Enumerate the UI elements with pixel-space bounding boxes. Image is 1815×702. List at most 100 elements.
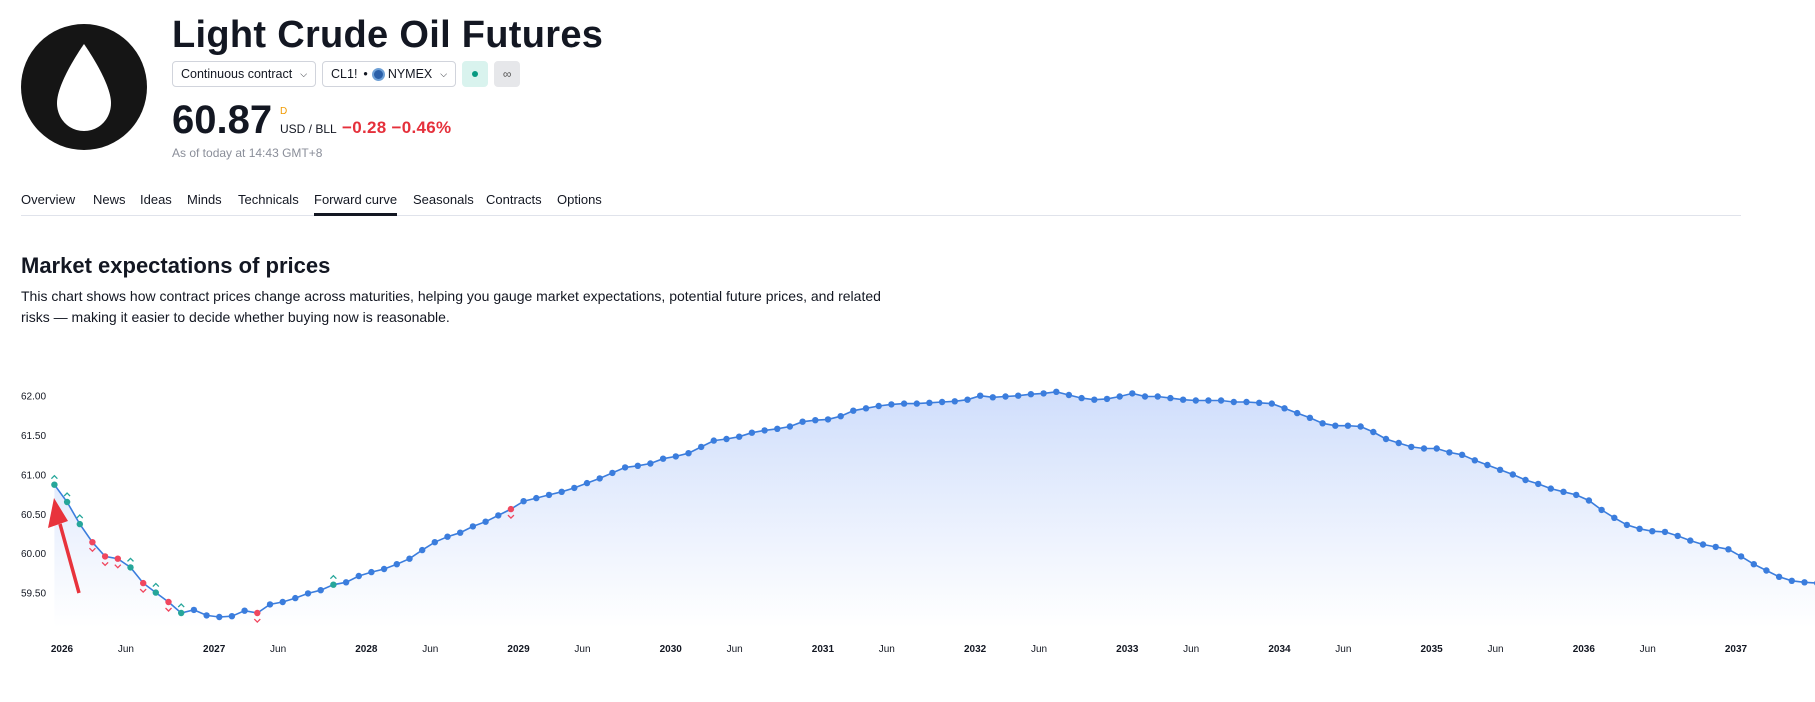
- link-button[interactable]: ∞: [494, 61, 521, 87]
- up-chevron-icon: [152, 582, 160, 588]
- tab-options[interactable]: Options: [557, 192, 602, 207]
- data-point: [1179, 396, 1187, 403]
- x-tick-label: 2029: [507, 644, 530, 655]
- data-point: [330, 581, 337, 588]
- data-point: [241, 607, 248, 614]
- data-point: [279, 598, 286, 606]
- data-point: [190, 606, 198, 614]
- data-point: [1015, 392, 1022, 399]
- data-point: [634, 462, 641, 469]
- data-point: [1788, 577, 1796, 584]
- data-point: [1230, 398, 1238, 406]
- data-point: [1661, 528, 1669, 536]
- oil-drop-logo: [21, 24, 147, 150]
- price-flag: D: [280, 106, 288, 117]
- data-point: [101, 553, 109, 560]
- data-point: [862, 405, 870, 412]
- price-unit: USD / BLL: [280, 122, 337, 136]
- data-point: [1205, 397, 1212, 404]
- as-of-timestamp: As of today at 14:43 GMT+8: [172, 146, 323, 160]
- x-tick-label: 2036: [1573, 644, 1596, 655]
- data-point: [140, 579, 147, 587]
- data-point: [1129, 390, 1136, 397]
- tab-seasonals[interactable]: Seasonals: [413, 192, 474, 207]
- x-tick-label: 2030: [660, 644, 683, 655]
- data-point: [1268, 400, 1276, 407]
- forward-curve-chart[interactable]: 62.00 61.50 61.00 60.50 60.00 59.50 2026 Jun 202…: [0, 360, 1815, 660]
- data-point: [1737, 553, 1745, 560]
- change-percent: −0.46%: [391, 118, 452, 137]
- data-point: [1382, 435, 1390, 443]
- data-point: [710, 437, 717, 444]
- data-point: [165, 598, 172, 606]
- data-point: [1103, 395, 1111, 403]
- data-point: [951, 398, 958, 405]
- chevron-down-icon: ⌵: [440, 68, 448, 79]
- contract-type-dropdown[interactable]: Continuous contract ⌵: [172, 61, 317, 87]
- y-tick-label: 59.50: [21, 589, 46, 600]
- data-point: [495, 512, 502, 519]
- x-tick-label: Jun: [574, 644, 590, 655]
- up-chevron-icon: [50, 474, 58, 480]
- data-point: [1306, 414, 1314, 421]
- change-value: −0.28: [342, 118, 387, 137]
- data-point: [266, 601, 274, 608]
- data-point: [1712, 543, 1719, 551]
- x-tick-label: 2026: [51, 644, 74, 655]
- symbol-chips: Continuous contract ⌵ CL1! • NYMEX ⌵ ∞: [172, 61, 521, 87]
- x-tick-label: Jun: [422, 644, 438, 655]
- data-point: [723, 435, 730, 443]
- data-point: [812, 417, 819, 424]
- data-point: [482, 518, 489, 525]
- data-point: [1217, 397, 1225, 404]
- tab-technicals[interactable]: Technicals: [238, 192, 299, 207]
- data-point: [342, 579, 350, 586]
- data-point: [786, 423, 794, 430]
- red-arrow-head-icon: [48, 498, 68, 528]
- up-chevron-icon: [329, 574, 337, 580]
- tab-minds[interactable]: Minds: [187, 192, 222, 207]
- green-dot-icon: [472, 71, 479, 77]
- tab-forward-curve[interactable]: Forward curve: [314, 192, 398, 216]
- down-chevron-icon: [114, 564, 122, 569]
- data-point: [520, 498, 527, 505]
- data-point: [380, 565, 388, 573]
- symbol-tabs: Overview News Ideas Minds Technicals For…: [21, 192, 1741, 216]
- data-point: [926, 399, 933, 406]
- price-change: −0.28 −0.46%: [342, 118, 451, 138]
- y-tick-label: 62.00: [21, 392, 46, 403]
- data-point: [1496, 466, 1504, 473]
- data-point: [1053, 388, 1060, 395]
- data-point: [1395, 439, 1402, 447]
- market-status-button[interactable]: [462, 61, 489, 87]
- data-point: [1522, 476, 1529, 484]
- tab-contracts[interactable]: Contracts: [486, 192, 542, 207]
- data-point: [1091, 396, 1098, 403]
- page-title: Light Crude Oil Futures: [172, 14, 604, 56]
- data-point: [736, 433, 743, 440]
- x-tick-label: Jun: [1031, 644, 1047, 655]
- tab-overview[interactable]: Overview: [21, 192, 76, 207]
- symbol-dropdown[interactable]: CL1! • NYMEX ⌵: [322, 61, 457, 87]
- x-tick-label: Jun: [1487, 644, 1503, 655]
- up-chevron-icon: [127, 557, 134, 562]
- x-tick-label: 2032: [964, 644, 987, 655]
- data-point: [1699, 541, 1707, 548]
- up-chevron-icon: [76, 514, 84, 519]
- red-arrow-icon: [58, 523, 81, 594]
- data-point: [1801, 579, 1808, 586]
- data-point: [1623, 521, 1631, 529]
- data-point: [1446, 449, 1453, 456]
- data-point: [1256, 399, 1263, 406]
- data-point: [507, 505, 515, 513]
- symbol-label: CL1!: [331, 67, 358, 81]
- data-point: [1725, 546, 1732, 553]
- separator: •: [363, 67, 368, 81]
- down-chevron-icon: [88, 547, 96, 553]
- data-point: [1598, 506, 1605, 514]
- data-point: [152, 589, 159, 596]
- tab-ideas[interactable]: Ideas: [140, 192, 172, 207]
- data-point: [1649, 528, 1656, 535]
- tab-news[interactable]: News: [93, 192, 126, 207]
- data-point: [1357, 423, 1364, 430]
